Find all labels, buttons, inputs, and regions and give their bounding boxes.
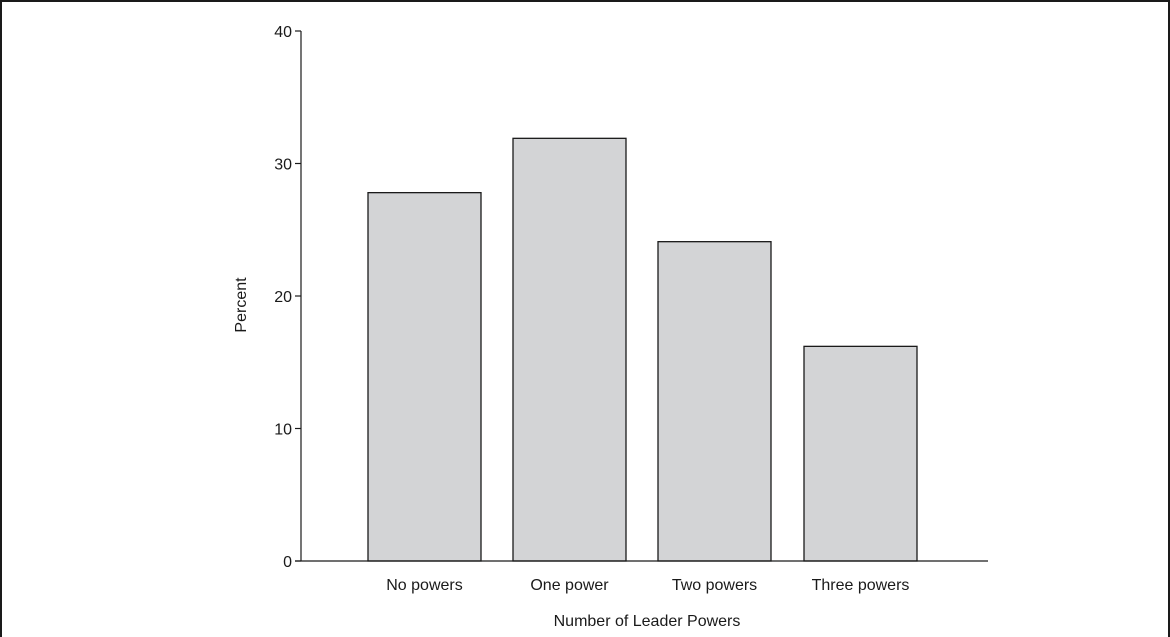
y-axis-title: Percent [233,277,250,333]
y-tick-label: 0 [283,554,292,571]
bar [657,241,772,562]
x-tick-label: Two powers [672,577,757,594]
bar [367,191,482,562]
x-axis: No powers One power Two powers Three powers [295,560,988,594]
bars [367,137,918,562]
y-tick-label: 20 [274,289,292,306]
x-tick-label: One power [530,577,609,594]
x-axis-title: Number of Leader Powers [554,613,741,630]
y-tick-label: 40 [274,24,292,41]
bar [803,345,918,562]
bar [512,137,627,562]
y-tick-label: 30 [274,157,292,174]
x-tick-label: No powers [386,577,462,594]
x-tick-label: Three powers [812,577,910,594]
y-axis: 0 10 20 30 40 [274,24,302,571]
y-tick-label: 10 [274,422,292,439]
